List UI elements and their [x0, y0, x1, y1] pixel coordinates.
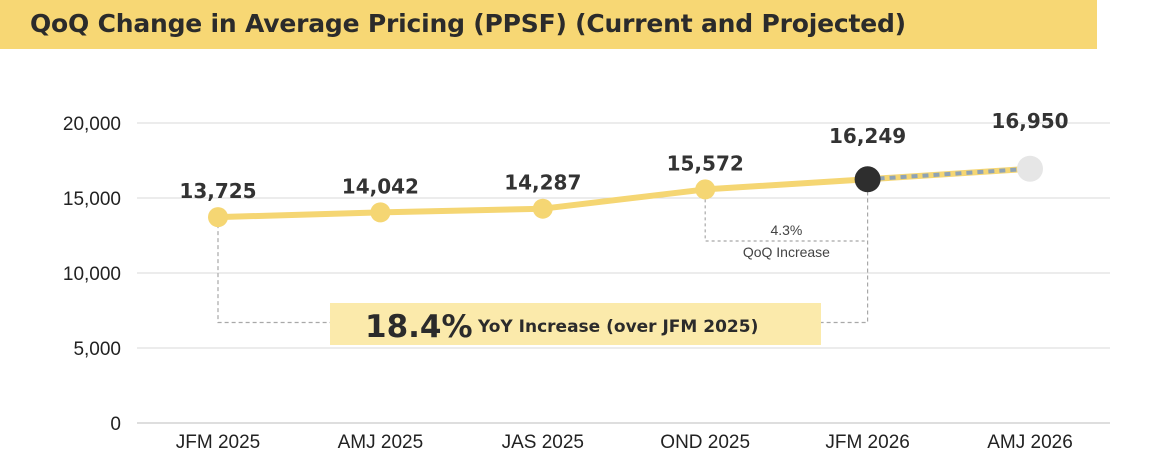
data-label: 16,249 — [829, 124, 906, 148]
qoq-bracket — [704, 199, 868, 242]
data-label: 14,042 — [342, 174, 419, 198]
data-label: 15,572 — [667, 151, 744, 175]
x-tick-label: AMJ 2026 — [987, 432, 1073, 453]
chart-title: QoQ Change in Average Pricing (PPSF) (Cu… — [30, 9, 906, 38]
qoq-label: QoQ Increase — [743, 244, 830, 260]
data-point-current — [854, 166, 881, 193]
x-tick-label: OND 2025 — [660, 432, 750, 453]
x-tick-label: JFM 2026 — [825, 432, 909, 453]
data-point — [532, 198, 553, 219]
y-tick-label: 20,000 — [63, 114, 121, 135]
data-point — [370, 202, 391, 223]
data-point-projected — [1017, 155, 1043, 182]
data-point — [208, 207, 228, 228]
data-point — [695, 179, 716, 200]
x-tick-label: JAS 2025 — [502, 432, 584, 453]
x-tick-label: AMJ 2025 — [338, 432, 424, 453]
y-tick-label: 0 — [110, 414, 121, 435]
y-tick-label: 5,000 — [73, 339, 121, 360]
series-line-projected-dash — [867, 166, 1031, 182]
y-tick-label: 15,000 — [63, 189, 121, 210]
y-tick-label: 10,000 — [63, 264, 121, 285]
data-label: 13,725 — [179, 179, 256, 203]
title-banner: QoQ Change in Average Pricing (PPSF) (Cu… — [0, 0, 1097, 49]
data-label: 16,950 — [991, 109, 1068, 133]
yoy-box — [330, 303, 821, 345]
data-label: 14,287 — [504, 171, 581, 195]
yoy-label: YoY Increase (over JFM 2025) — [477, 317, 758, 337]
x-tick-label: JFM 2025 — [176, 432, 260, 453]
qoq-percent: 4.3% — [770, 222, 802, 238]
yoy-percent: 18.4% — [365, 309, 473, 345]
